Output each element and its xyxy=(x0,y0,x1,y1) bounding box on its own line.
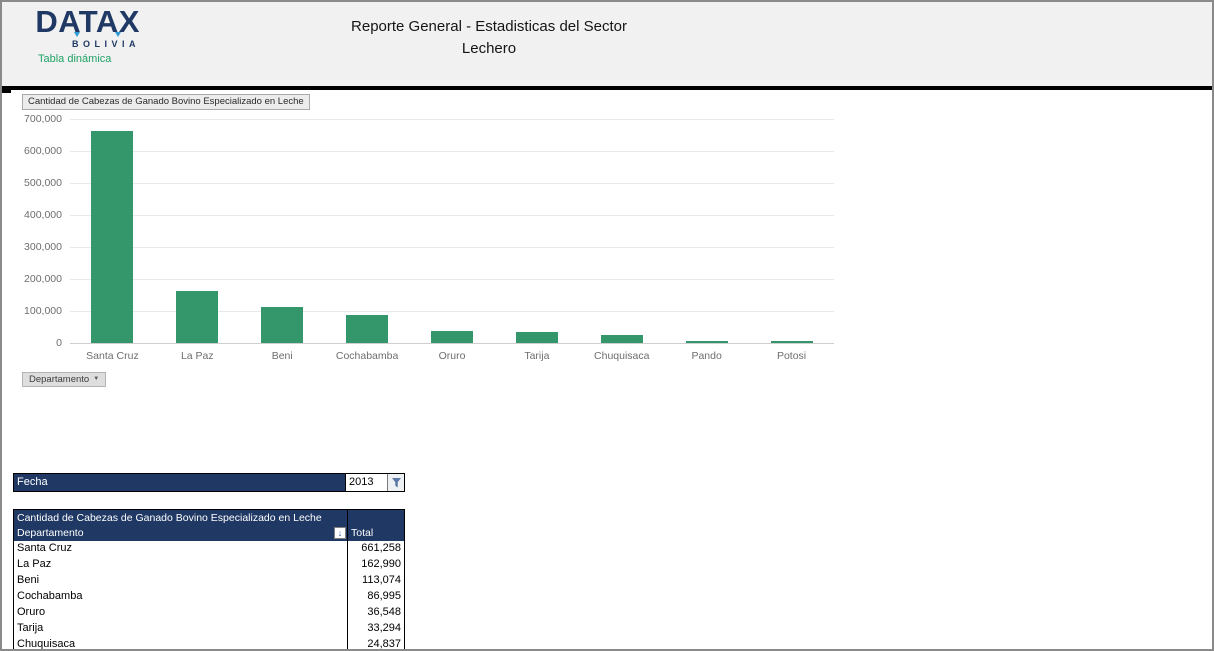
bar-chart: Cantidad de Cabezas de Ganado Bovino Esp… xyxy=(12,92,852,382)
y-axis-tick-label: 700,000 xyxy=(24,113,62,125)
report-header: DATAX BOLIVIA Tabla dinámica Reporte Gen… xyxy=(2,2,1212,90)
chart-value-field-button[interactable]: Cantidad de Cabezas de Ganado Bovino Esp… xyxy=(22,94,310,110)
gridline xyxy=(70,151,834,152)
x-axis-tick-label: Oruro xyxy=(438,350,466,362)
x-axis-tick-label: Potosi xyxy=(776,350,807,362)
pivot-value-header: Total xyxy=(351,527,374,539)
x-axis-tick-label: Chuquisaca xyxy=(594,350,650,362)
bar-santa-cruz xyxy=(91,131,134,343)
pivot-row-header: Departamento xyxy=(17,527,84,539)
x-axis-tick-label: La Paz xyxy=(180,350,214,362)
chart-plot-area xyxy=(70,119,834,344)
pivot-title: Cantidad de Cabezas de Ganado Bovino Esp… xyxy=(17,512,322,524)
fecha-label: Fecha xyxy=(17,476,48,488)
gridline xyxy=(70,215,834,216)
gridline xyxy=(70,247,834,248)
pivot-title-row: Cantidad de Cabezas de Ganado Bovino Esp… xyxy=(14,510,404,526)
y-axis-tick-label: 500,000 xyxy=(24,177,62,189)
row-department-cell: Santa Cruz xyxy=(17,542,73,554)
table-row: La Paz 162,990 xyxy=(14,557,404,573)
departamento-field-button[interactable]: Departamento ▼ xyxy=(22,372,107,387)
bar-beni xyxy=(261,306,304,343)
x-axis-tick-label: Santa Cruz xyxy=(86,350,139,362)
chevron-down-icon: ▼ xyxy=(93,376,100,382)
bar-tarija xyxy=(515,332,558,343)
logo-subtext: BOLIVIA xyxy=(71,39,140,49)
funnel-filter-icon[interactable] xyxy=(387,474,404,491)
fecha-value-cell[interactable]: 2013 xyxy=(345,474,387,491)
bar-cochabamba xyxy=(346,315,389,343)
table-row: Tarija 33,294 xyxy=(14,621,404,637)
row-total-cell: 33,294 xyxy=(367,622,401,634)
row-total-cell: 661,258 xyxy=(361,542,401,554)
table-row: Oruro 36,548 xyxy=(14,605,404,621)
table-row: Santa Cruz 661,258 xyxy=(14,541,404,557)
row-department-cell: Chuquisaca xyxy=(17,638,76,650)
row-department-cell: Cochabamba xyxy=(17,590,83,602)
y-axis-tick-label: 100,000 xyxy=(24,305,62,317)
table-row: Beni 113,074 xyxy=(14,573,404,589)
y-axis-tick-label: 0 xyxy=(56,337,62,349)
departamento-field-label: Departamento xyxy=(29,374,90,385)
row-total-cell: 24,837 xyxy=(367,638,401,650)
row-department-cell: Oruro xyxy=(17,606,46,618)
page-title: Reporte General - Estadisticas del Secto… xyxy=(289,16,689,60)
logo-triangle-icon xyxy=(115,32,121,37)
bar-pando xyxy=(685,341,728,343)
y-axis-tick-label: 300,000 xyxy=(24,241,62,253)
y-axis-tick-label: 600,000 xyxy=(24,145,62,157)
datax-logo: DATAX BOLIVIA xyxy=(30,4,140,50)
y-axis-tick-label: 200,000 xyxy=(24,273,62,285)
x-axis-tick-label: Tarija xyxy=(524,350,550,362)
row-department-cell: La Paz xyxy=(17,558,52,570)
gridline xyxy=(70,279,834,280)
row-department-cell: Tarija xyxy=(17,622,44,634)
row-total-cell: 86,995 xyxy=(367,590,401,602)
tabla-dinamica-link[interactable]: Tabla dinámica xyxy=(38,53,112,65)
row-total-cell: 36,548 xyxy=(367,606,401,618)
pivot-column-divider xyxy=(347,510,348,649)
logo-triangle-icon xyxy=(74,32,80,37)
page-title-line1: Reporte General - Estadisticas del Secto… xyxy=(351,18,627,35)
funnel-glyph xyxy=(391,477,401,487)
gridline xyxy=(70,311,834,312)
pivot-rows: Santa Cruz 661,258 La Paz 162,990 Beni 113,07… xyxy=(14,541,404,650)
bar-la-paz xyxy=(176,290,219,343)
x-axis-tick-label: Pando xyxy=(691,350,722,362)
bar-chuquisaca xyxy=(600,335,643,343)
y-axis-tick-label: 400,000 xyxy=(24,209,62,221)
logo-wordmark: DATAX xyxy=(35,4,140,39)
bar-potosi xyxy=(770,341,813,343)
sort-descending-icon[interactable]: ↓ xyxy=(334,527,346,539)
fecha-filter-bar: Fecha 2013 xyxy=(13,473,405,492)
table-row: Cochabamba 86,995 xyxy=(14,589,404,605)
bar-oruro xyxy=(431,331,473,343)
pivot-table: Cantidad de Cabezas de Ganado Bovino Esp… xyxy=(13,509,405,650)
pivot-header-row: Departamento ↓ Total xyxy=(14,526,404,541)
table-row: Chuquisaca 24,837 xyxy=(14,637,404,650)
row-total-cell: 113,074 xyxy=(362,574,401,586)
row-total-cell: 162,990 xyxy=(361,558,401,570)
row-department-cell: Beni xyxy=(17,574,40,586)
page-title-line2: Lechero xyxy=(461,40,517,57)
gridline xyxy=(70,183,834,184)
gridline xyxy=(70,119,834,120)
x-axis-tick-label: Cochabamba xyxy=(335,350,399,362)
x-axis-tick-label: Beni xyxy=(271,350,293,362)
header-divider-notch xyxy=(2,90,11,93)
